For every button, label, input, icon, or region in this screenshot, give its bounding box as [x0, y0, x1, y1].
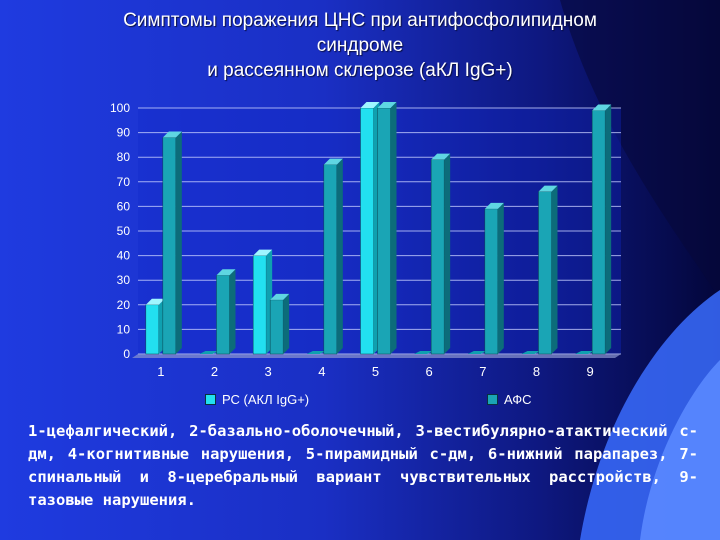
legend-swatch-series-2 — [487, 394, 498, 405]
bar-side-s2-3 — [283, 293, 290, 354]
bar-s1-6 — [414, 351, 434, 354]
bar-chart: 0 10 20 30 40 50 60 70 80 90 100 1 2 3 4 5 6 7 8 9 — [96, 96, 636, 416]
bar-top-s2-1 — [162, 131, 182, 138]
bar-top-s2-4 — [323, 158, 343, 165]
bar-s2-3 — [269, 299, 284, 355]
bar-side-s2-4 — [336, 158, 343, 354]
y-tick-label: 0 — [123, 347, 130, 361]
bar-s2-7 — [484, 208, 499, 355]
bar-s1-1 — [145, 304, 160, 355]
bar-s2-9 — [591, 110, 606, 355]
y-tick-label: 70 — [117, 175, 131, 189]
bar-side-s2-8 — [551, 185, 558, 354]
title-line-2: синдроме — [316, 35, 404, 56]
bar-top-s2-5 — [377, 102, 397, 108]
bar-top-s1-5 — [360, 102, 380, 108]
x-tick-label: 2 — [211, 364, 218, 379]
bar-top-s2-2 — [216, 269, 236, 276]
y-tick-label: 60 — [117, 199, 131, 213]
chart-svg: 0 10 20 30 40 50 60 70 80 90 100 1 2 3 4 5 6 7 8 9 — [110, 101, 621, 379]
bar-s1-9 — [575, 351, 595, 354]
legend-label-series-2: АФС — [504, 392, 532, 407]
legend-item-series-2: АФС — [487, 392, 532, 407]
bar-s2-2 — [216, 275, 230, 355]
x-tick-label: 6 — [426, 364, 433, 379]
x-tick-label: 9 — [587, 364, 594, 379]
bar-s2-5 — [377, 107, 391, 355]
title-line-3: и рассеянном склерозе (аКЛ IgG+) — [207, 60, 513, 81]
bar-side-s2-9 — [605, 104, 612, 355]
bar-s2-8 — [538, 191, 552, 355]
bar-s2-6 — [430, 159, 445, 355]
chart-caption: 1-цефалгический, 2-базально-оболочечный,… — [28, 422, 698, 509]
bar-s1-4 — [306, 351, 326, 354]
bar-side-s2-7 — [497, 202, 504, 354]
x-tick-label: 4 — [318, 364, 325, 379]
bar-top-s2-8 — [538, 185, 558, 192]
bar-top-s2-6 — [431, 153, 451, 160]
title-line-1: Симптомы поражения ЦНС при антифосфолипи… — [123, 10, 597, 31]
bar-s2-1 — [162, 137, 177, 355]
bar-s1-2 — [199, 351, 219, 354]
bar-top-s2-7 — [484, 202, 504, 209]
bar-s1-7 — [467, 351, 487, 354]
x-tick-label: 5 — [372, 364, 379, 379]
y-tick-label: 50 — [117, 224, 131, 238]
bar-s1-8 — [521, 351, 541, 354]
y-tick-label: 30 — [117, 273, 131, 287]
bar-top-s2-9 — [592, 104, 612, 111]
bar-top-s1-1 — [145, 298, 165, 305]
x-tick-label: 7 — [479, 364, 486, 379]
bar-side-s2-6 — [444, 153, 451, 354]
chart-floor — [132, 354, 621, 358]
bar-s1-3 — [252, 255, 267, 355]
bar-side-s2-2 — [229, 269, 236, 354]
x-tick-label: 8 — [533, 364, 540, 379]
legend-label-series-1: РС (АКЛ IgG+) — [222, 392, 310, 407]
x-tick-label: 3 — [265, 364, 272, 379]
x-tick-label: 1 — [157, 364, 164, 379]
bar-top-s2-3 — [270, 293, 290, 300]
bar-side-s2-1 — [175, 131, 182, 354]
legend-item-series-1: РС (АКЛ IgG+) — [205, 392, 309, 407]
chart-legend: РС (АКЛ IgG+) АФС — [205, 392, 605, 412]
y-tick-label: 90 — [117, 126, 131, 140]
y-tick-label: 100 — [110, 101, 130, 115]
y-tick-label: 80 — [117, 150, 131, 164]
bar-s1-5 — [360, 107, 374, 355]
bar-s2-4 — [323, 164, 338, 355]
bar-top-s1-3 — [253, 249, 273, 256]
bar-side-s2-5 — [390, 102, 397, 354]
y-tick-label: 20 — [117, 298, 131, 312]
slide-title: Симптомы поражения ЦНС при антифосфолипи… — [30, 8, 690, 83]
legend-swatch-series-1 — [205, 394, 216, 405]
y-tick-label: 10 — [117, 322, 131, 336]
y-tick-label: 40 — [117, 249, 131, 263]
